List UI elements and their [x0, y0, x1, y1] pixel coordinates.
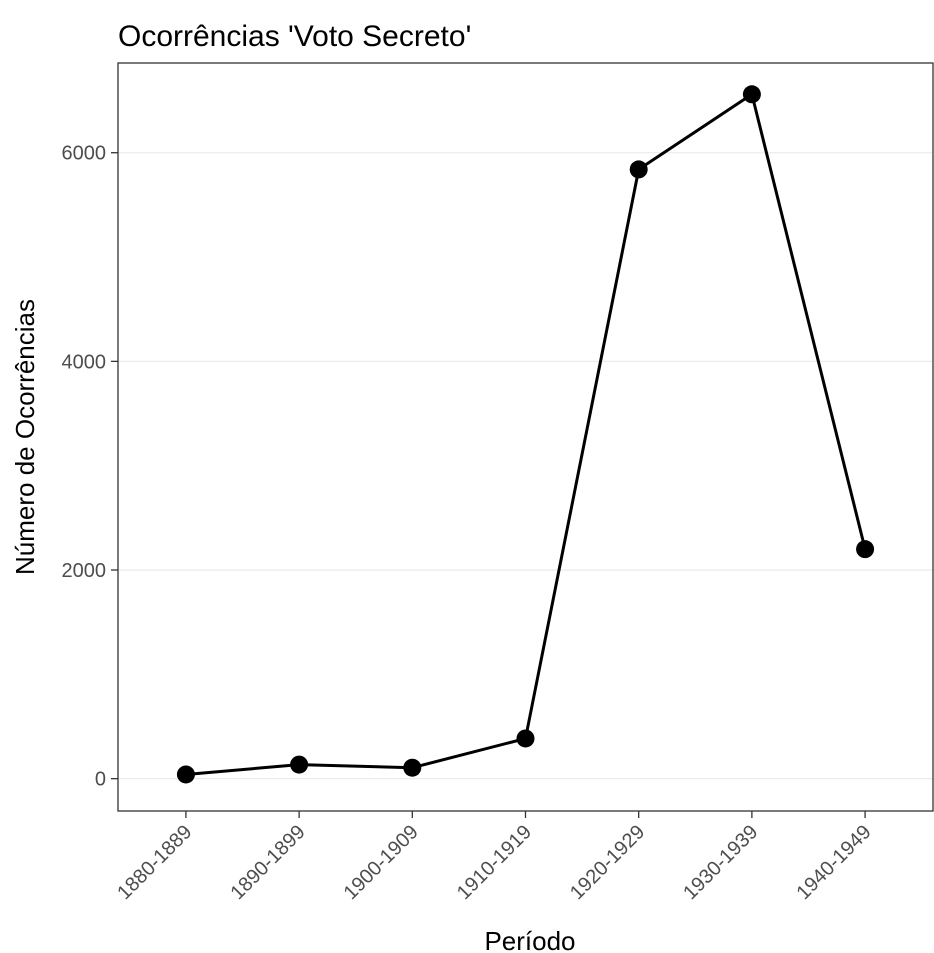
series	[176, 85, 875, 784]
y-tick-label: 4000	[62, 351, 107, 373]
y-tick-label: 6000	[62, 143, 107, 165]
x-axis-title: Período	[484, 926, 575, 953]
data-point	[742, 85, 761, 104]
chart-title: Ocorrências 'Voto Secreto'	[118, 20, 471, 53]
y-axis-title: Número de Ocorrências	[10, 299, 40, 575]
data-point	[629, 160, 648, 179]
data-point	[403, 758, 422, 777]
y-tick-label: 2000	[62, 560, 107, 582]
gridlines	[118, 152, 933, 780]
data-point	[856, 540, 875, 559]
data-point	[290, 755, 309, 774]
data-point	[516, 729, 535, 748]
data-point	[176, 765, 195, 784]
y-tick-label: 0	[95, 769, 106, 791]
y-axis: 0 2000 4000 6000	[62, 143, 118, 791]
